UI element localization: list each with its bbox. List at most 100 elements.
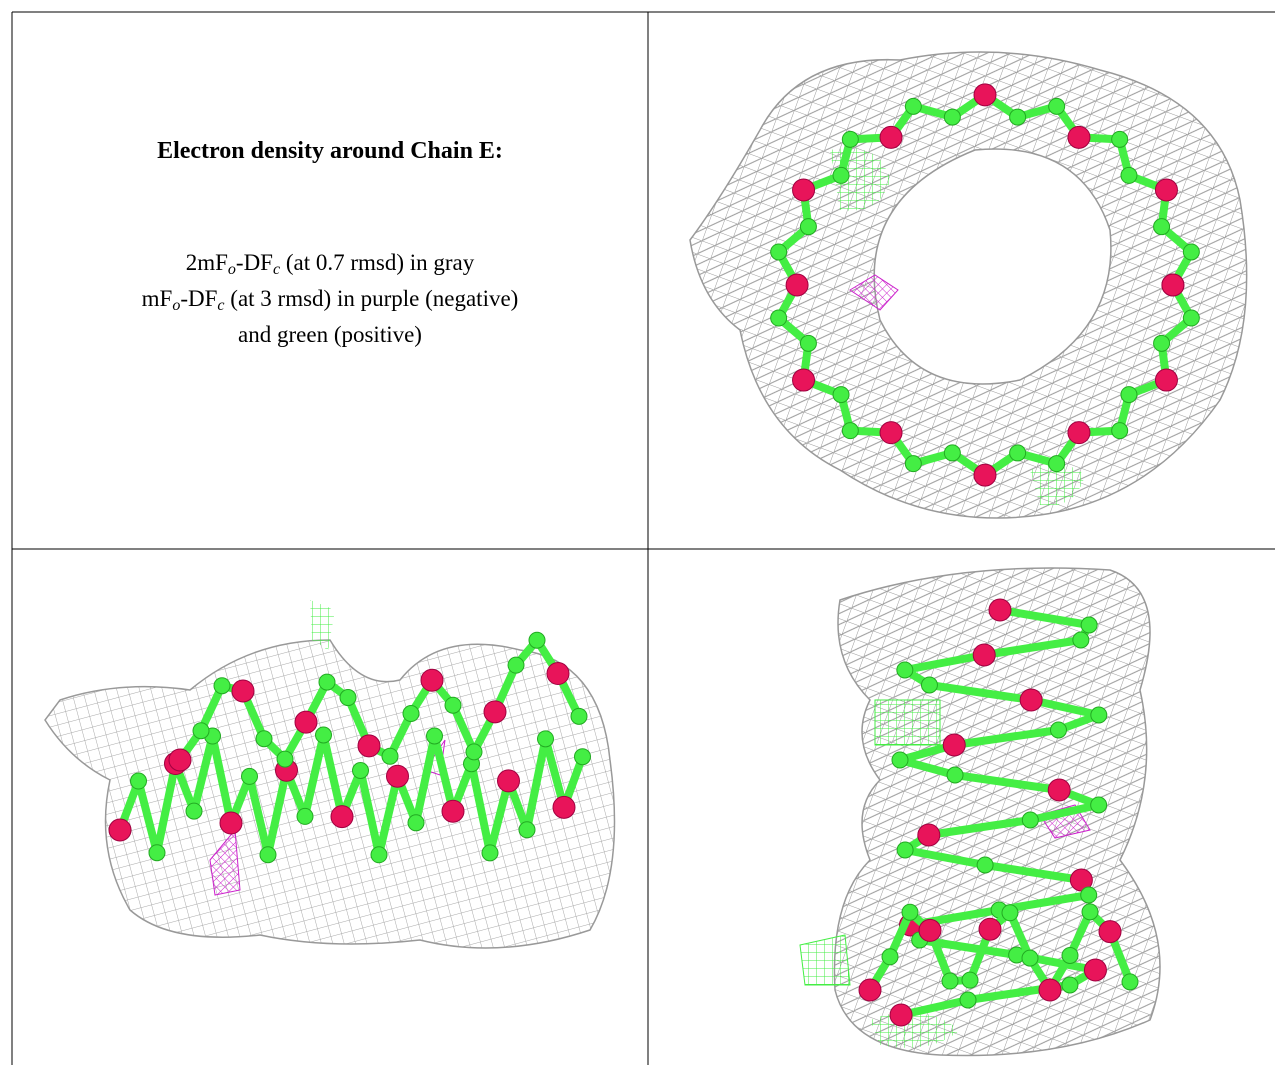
text: (at 0.7 rmsd) in gray	[280, 250, 475, 275]
carbon-atom	[1049, 721, 1067, 739]
oxygen-atom	[330, 805, 354, 829]
mesh	[689, 51, 1248, 519]
subscript: c	[272, 261, 281, 278]
carbon-atom	[943, 444, 961, 462]
oxygen-atom	[879, 421, 903, 445]
carbon-atom	[1090, 706, 1108, 724]
carbon-atom	[961, 971, 979, 989]
carbon-atom	[881, 948, 899, 966]
oxygen-atom	[168, 748, 192, 772]
carbon-atom	[426, 727, 443, 745]
carbon-atom	[901, 903, 919, 921]
oxygen-atom	[973, 83, 997, 107]
oxygen-atom	[497, 769, 520, 793]
oxygen-atom	[973, 463, 997, 487]
text: 2mF	[185, 250, 228, 275]
carbon-atom	[318, 673, 336, 691]
oxygen-atom	[792, 178, 816, 202]
carbon-atom	[259, 846, 277, 864]
carbon-atom	[1048, 97, 1066, 115]
oxygen-atom	[1098, 920, 1122, 944]
carbon-atom	[1072, 631, 1090, 649]
bond	[116, 731, 587, 859]
carbon-atom	[570, 707, 588, 725]
carbon-atom	[1080, 886, 1098, 904]
mesh	[833, 567, 1161, 1057]
oxygen-atom	[108, 818, 132, 842]
carbon-atom	[381, 747, 399, 765]
subscript: o	[172, 297, 181, 314]
oxygen-atom	[1067, 125, 1091, 149]
density-side-view	[44, 600, 616, 949]
carbon-atom	[841, 130, 859, 148]
carbon-atom	[339, 689, 357, 707]
oxygen-atom	[917, 823, 941, 847]
oxygen-atom	[420, 668, 444, 692]
carbon-atom	[941, 972, 959, 990]
carbon-atom	[1120, 386, 1138, 404]
positive-density	[874, 699, 941, 746]
carbon-atom	[904, 455, 922, 473]
carbon-atom	[976, 856, 994, 874]
oxygen-atom	[552, 795, 576, 819]
oxygen-atom	[1083, 958, 1107, 982]
carbon-atom	[276, 750, 294, 768]
oxygen-atom	[1154, 368, 1178, 392]
oxygen-atom	[231, 679, 255, 703]
oxygen-atom	[546, 662, 570, 686]
mesh	[44, 639, 616, 949]
carbon-atom	[407, 814, 425, 832]
positive-density	[799, 934, 851, 986]
oxygen-atom	[978, 917, 1002, 941]
oxygen-atom	[1047, 778, 1071, 802]
carbon-atom	[959, 991, 977, 1009]
molecule	[858, 598, 1139, 1027]
carbon-atom	[255, 730, 273, 748]
text: (at 3 rmsd) in purple (negative)	[224, 286, 519, 311]
text: mF	[141, 286, 173, 311]
negative-density	[849, 274, 899, 311]
oxygen-atom	[942, 733, 966, 757]
carbon-atom	[1153, 334, 1171, 352]
carbon-atom	[1182, 243, 1200, 261]
carbon-atom	[185, 802, 203, 820]
oxygen-atom	[1038, 978, 1062, 1002]
carbon-atom	[832, 166, 850, 184]
text: and green (positive)	[238, 322, 422, 347]
carbon-atom	[507, 656, 525, 674]
oxygen-atom	[1154, 178, 1178, 202]
molecule	[108, 631, 591, 864]
carbon-atom	[1111, 422, 1129, 440]
oxygen-atom	[1161, 273, 1185, 297]
carbon-atom	[799, 334, 817, 352]
carbon-atom	[148, 844, 166, 862]
positive-density	[1030, 463, 1085, 506]
carbon-atom	[537, 730, 554, 748]
oxygen-atom	[785, 273, 809, 297]
oxygen-atom	[357, 734, 381, 758]
carbon-atom	[1120, 166, 1138, 184]
carbon-atom	[770, 309, 788, 327]
carbon-atom	[1081, 903, 1099, 921]
oxygen-atom	[858, 978, 882, 1002]
carbon-atom	[799, 218, 817, 236]
caption-title: Electron density around Chain E:	[157, 138, 503, 164]
carbon-atom	[1090, 796, 1108, 814]
text: -DF	[235, 250, 273, 275]
oxygen-atom	[1067, 421, 1091, 445]
carbon-atom	[832, 386, 850, 404]
carbon-atom	[1001, 904, 1019, 922]
carbon-atom	[1061, 976, 1079, 994]
carbon-atom	[481, 844, 499, 862]
molecule	[770, 83, 1200, 487]
carbon-atom	[1009, 108, 1027, 126]
density-top-view	[799, 567, 1161, 1057]
carbon-atom	[896, 661, 914, 679]
carbon-atom	[946, 766, 964, 784]
carbon-atom	[528, 631, 546, 649]
oxygen-atom	[879, 125, 903, 149]
carbon-atom	[1153, 218, 1171, 236]
carbon-atom	[402, 705, 420, 723]
oxygen-atom	[386, 764, 409, 788]
